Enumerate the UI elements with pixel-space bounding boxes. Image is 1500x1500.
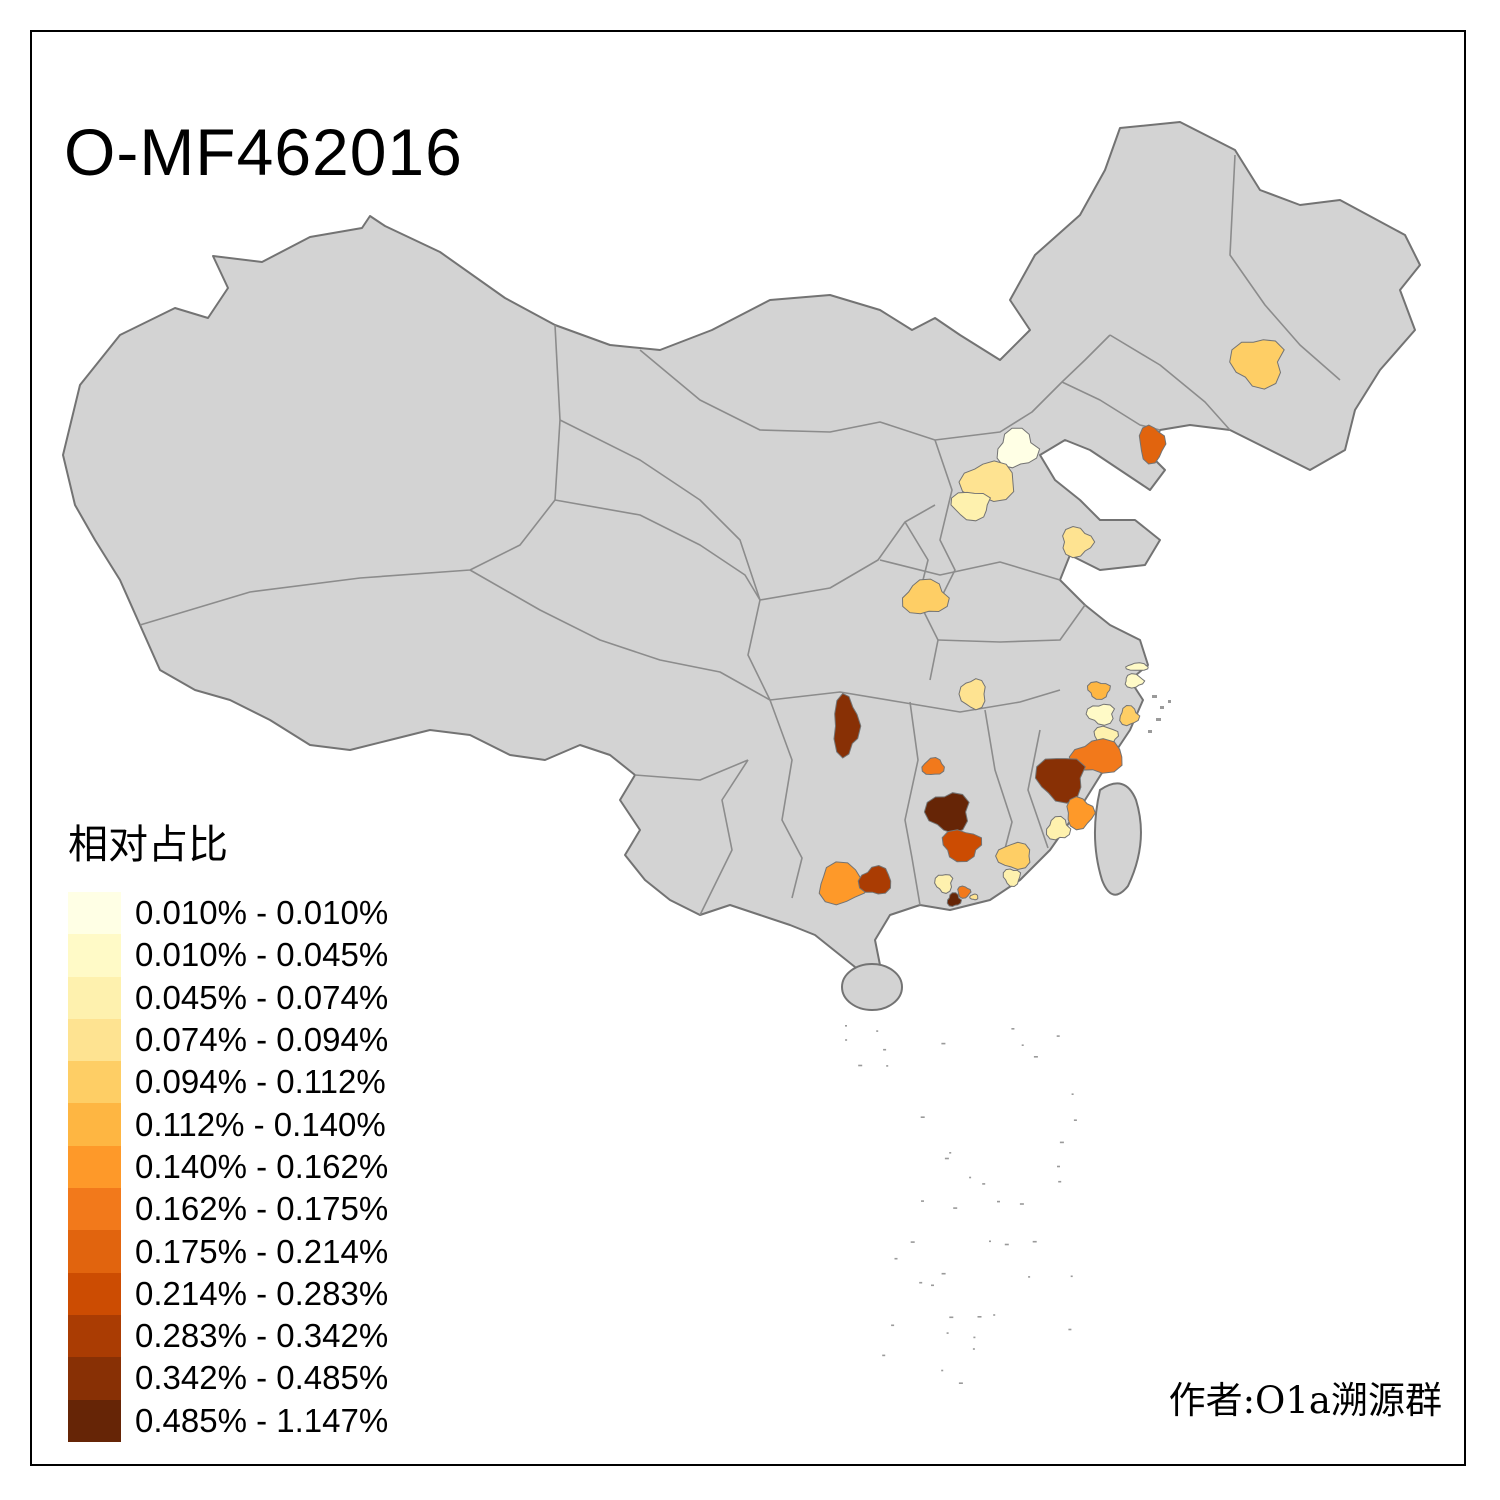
map-region-shanghai	[1124, 673, 1146, 689]
map-region-fujian-w-pale	[1045, 815, 1072, 841]
legend-range-label: 0.140% - 0.162%	[135, 1147, 389, 1185]
map-region-zhejiang-n-pale	[1085, 703, 1116, 726]
map-region-beijing	[996, 427, 1041, 469]
map-region-guangxi-orange	[818, 861, 870, 906]
legend-item: 0.010% - 0.010%	[68, 892, 389, 935]
legend-range-label: 0.162% - 0.175%	[135, 1190, 389, 1228]
legend-item: 0.074% - 0.094%	[68, 1018, 389, 1062]
map-region-hunan-mid-orange	[921, 756, 945, 776]
legend-range-label: 0.045% - 0.074%	[135, 978, 389, 1016]
map-region-pearl-delta-dark	[946, 892, 963, 908]
taiwan-island	[1094, 782, 1142, 896]
legend-range-label: 0.175% - 0.214%	[135, 1232, 389, 1270]
legend-swatch	[68, 1230, 121, 1273]
map-region-hunan-nw-dark	[833, 692, 862, 759]
map-region-guangdong-e	[995, 841, 1031, 871]
legend-range-label: 0.010% - 0.045%	[135, 936, 389, 974]
coastal-islets	[1148, 695, 1171, 733]
map-title: O-MF462016	[64, 115, 463, 190]
legend-title: 相对占比	[68, 822, 228, 868]
legend-swatch	[68, 1103, 121, 1146]
map-region-jiangsu-s-orange	[1086, 681, 1111, 700]
map-region-hebei-a	[958, 460, 1015, 503]
map-region-guangdong-e-pale	[1002, 868, 1022, 888]
map-region-hunan-se-red	[941, 829, 983, 863]
legend-range-label: 0.074% - 0.094%	[135, 1021, 389, 1059]
legend-swatch	[68, 934, 121, 977]
map-region-northeast-b	[1138, 424, 1167, 465]
legend-item: 0.175% - 0.214%	[68, 1230, 389, 1273]
legend-range-label: 0.283% - 0.342%	[135, 1317, 389, 1355]
legend-items: 0.010% - 0.010% 0.010% - 0.045% 0.045% - 0…	[68, 892, 388, 1442]
legend-item: 0.214% - 0.283%	[68, 1272, 389, 1315]
legend-swatch	[68, 1357, 121, 1400]
legend-swatch	[68, 1061, 121, 1104]
author-credit: 作者:O1a溯源群	[1168, 1379, 1442, 1422]
legend-item: 0.045% - 0.074%	[68, 976, 389, 1019]
legend-item: 0.283% - 0.342%	[68, 1314, 389, 1358]
map-region-henan-w	[901, 578, 950, 615]
legend-range-label: 0.010% - 0.010%	[135, 894, 389, 932]
map-region-shandong-nw	[1062, 525, 1096, 559]
legend-item: 0.162% - 0.175%	[68, 1188, 389, 1231]
map-region-hebei-b	[950, 491, 992, 522]
south-china-sea-islands	[845, 1025, 1077, 1384]
legend-item: 0.094% - 0.112%	[68, 1061, 388, 1104]
legend-swatch	[68, 1399, 121, 1442]
legend-swatch	[68, 1145, 121, 1189]
legend-item: 0.010% - 0.045%	[68, 934, 389, 977]
province-borders	[139, 154, 1341, 916]
legend-range-label: 0.094% - 0.112%	[135, 1063, 386, 1101]
legend-range-label: 0.112% - 0.140%	[135, 1105, 386, 1143]
legend-item: 0.140% - 0.162%	[68, 1145, 389, 1189]
legend-range-label: 0.342% - 0.485%	[135, 1359, 389, 1397]
legend-range-label: 0.214% - 0.283%	[135, 1274, 389, 1312]
map-region-fujian-coast	[1066, 796, 1096, 831]
legend-swatch	[68, 1188, 121, 1231]
legend-item: 0.485% - 1.147%	[68, 1399, 389, 1442]
legend-swatch	[68, 1018, 121, 1062]
colored-regions	[818, 339, 1285, 908]
hainan-island	[841, 963, 903, 1011]
legend-range-label: 0.485% - 1.147%	[135, 1401, 389, 1439]
legend: 相对占比 0.010% - 0.010% 0.010% - 0.045% 0.045…	[68, 812, 388, 1442]
legend-swatch	[68, 1272, 121, 1315]
map-region-northeast-a	[1229, 339, 1285, 390]
map-region-zhejiang-e	[1119, 704, 1141, 727]
map-region-central-pale	[958, 678, 986, 711]
map-region-pearl-delta-orange	[957, 885, 972, 899]
legend-swatch	[68, 892, 121, 935]
legend-swatch	[68, 1314, 121, 1358]
map-region-guangxi-e-dark	[857, 864, 892, 895]
legend-item: 0.342% - 0.485%	[68, 1357, 389, 1400]
plot-border	[30, 30, 1466, 1466]
map-region-chongming	[1125, 662, 1149, 671]
legend-item: 0.112% - 0.140%	[68, 1103, 388, 1146]
map-region-pearl-delta-yellow	[969, 893, 979, 901]
legend-swatch	[68, 976, 121, 1019]
map-region-pearl-delta-pale	[934, 874, 954, 894]
